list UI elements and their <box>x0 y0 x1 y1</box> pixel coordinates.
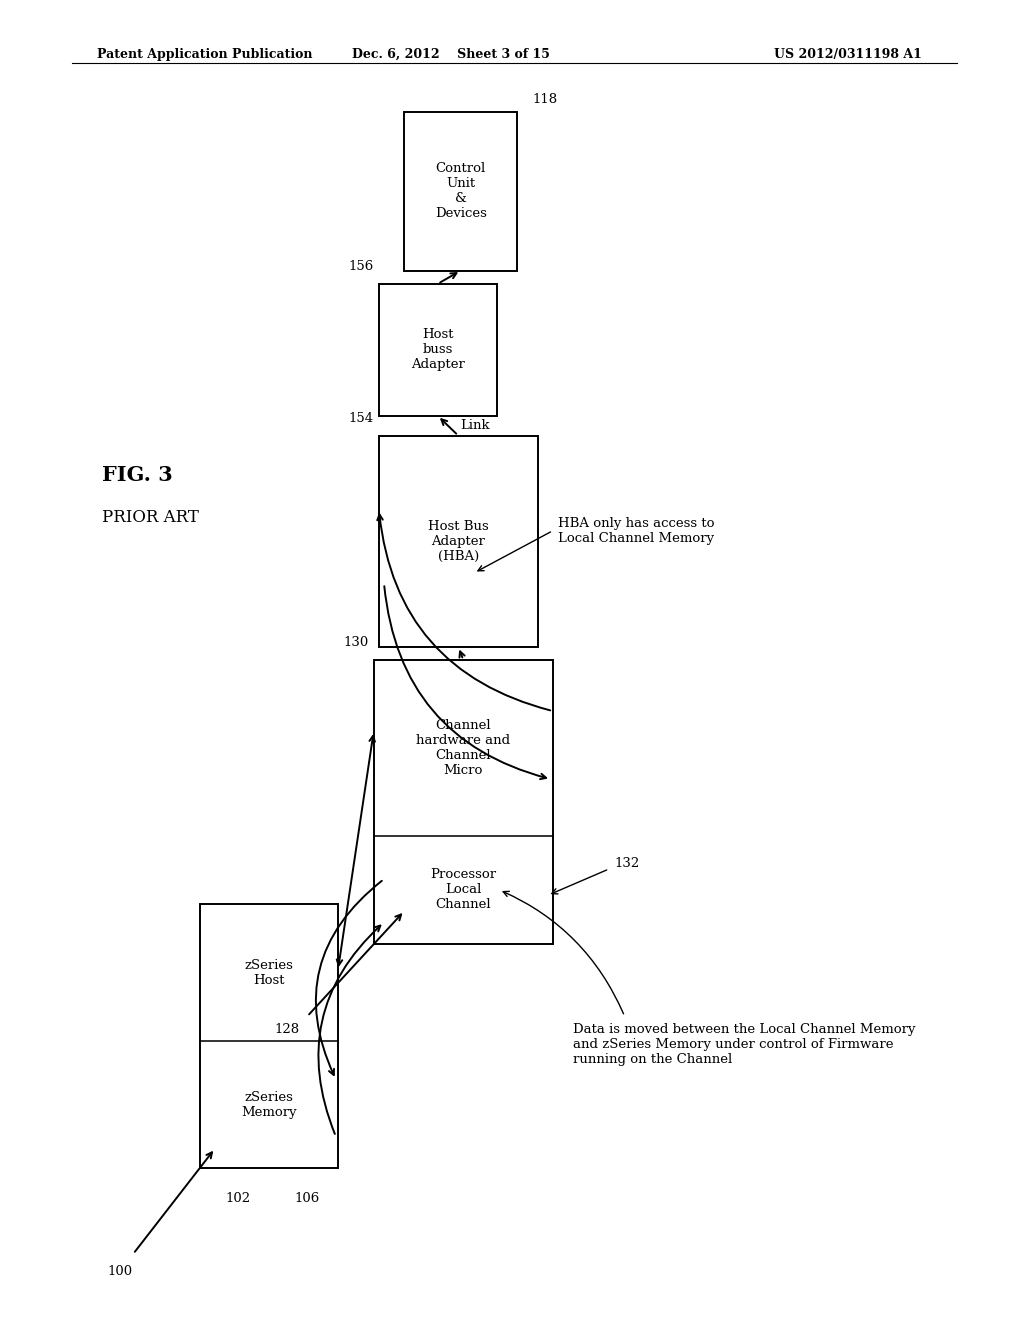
Text: 130: 130 <box>343 636 369 649</box>
Text: HBA only has access to
Local Channel Memory: HBA only has access to Local Channel Mem… <box>558 516 715 545</box>
Text: Control
Unit
&
Devices: Control Unit & Devices <box>435 162 486 220</box>
Text: 132: 132 <box>614 857 640 870</box>
Text: 102: 102 <box>226 1192 251 1205</box>
Bar <box>200 904 338 1168</box>
Text: FIG. 3: FIG. 3 <box>102 465 173 486</box>
Text: zSeries
Host: zSeries Host <box>245 958 293 987</box>
Text: Data is moved between the Local Channel Memory
and zSeries Memory under control : Data is moved between the Local Channel … <box>573 1023 915 1067</box>
Text: Processor
Local
Channel: Processor Local Channel <box>430 869 497 911</box>
Text: Host
buss
Adapter: Host buss Adapter <box>411 329 465 371</box>
Bar <box>379 436 538 647</box>
Text: 154: 154 <box>348 412 374 425</box>
Text: US 2012/0311198 A1: US 2012/0311198 A1 <box>774 48 922 61</box>
Text: PRIOR ART: PRIOR ART <box>102 510 200 525</box>
Bar <box>404 112 517 271</box>
Text: Patent Application Publication: Patent Application Publication <box>97 48 312 61</box>
Text: 118: 118 <box>532 92 558 106</box>
Text: Host Bus
Adapter
(HBA): Host Bus Adapter (HBA) <box>428 520 488 562</box>
Text: Link: Link <box>461 420 489 432</box>
Bar <box>374 660 553 944</box>
Text: 106: 106 <box>295 1192 321 1205</box>
Text: 128: 128 <box>274 1023 300 1036</box>
Text: Channel
hardware and
Channel
Micro: Channel hardware and Channel Micro <box>417 719 510 777</box>
Text: Dec. 6, 2012    Sheet 3 of 15: Dec. 6, 2012 Sheet 3 of 15 <box>351 48 550 61</box>
Text: 100: 100 <box>108 1265 132 1278</box>
Text: zSeries
Memory: zSeries Memory <box>241 1090 297 1119</box>
Text: 156: 156 <box>348 260 374 273</box>
Bar <box>379 284 497 416</box>
